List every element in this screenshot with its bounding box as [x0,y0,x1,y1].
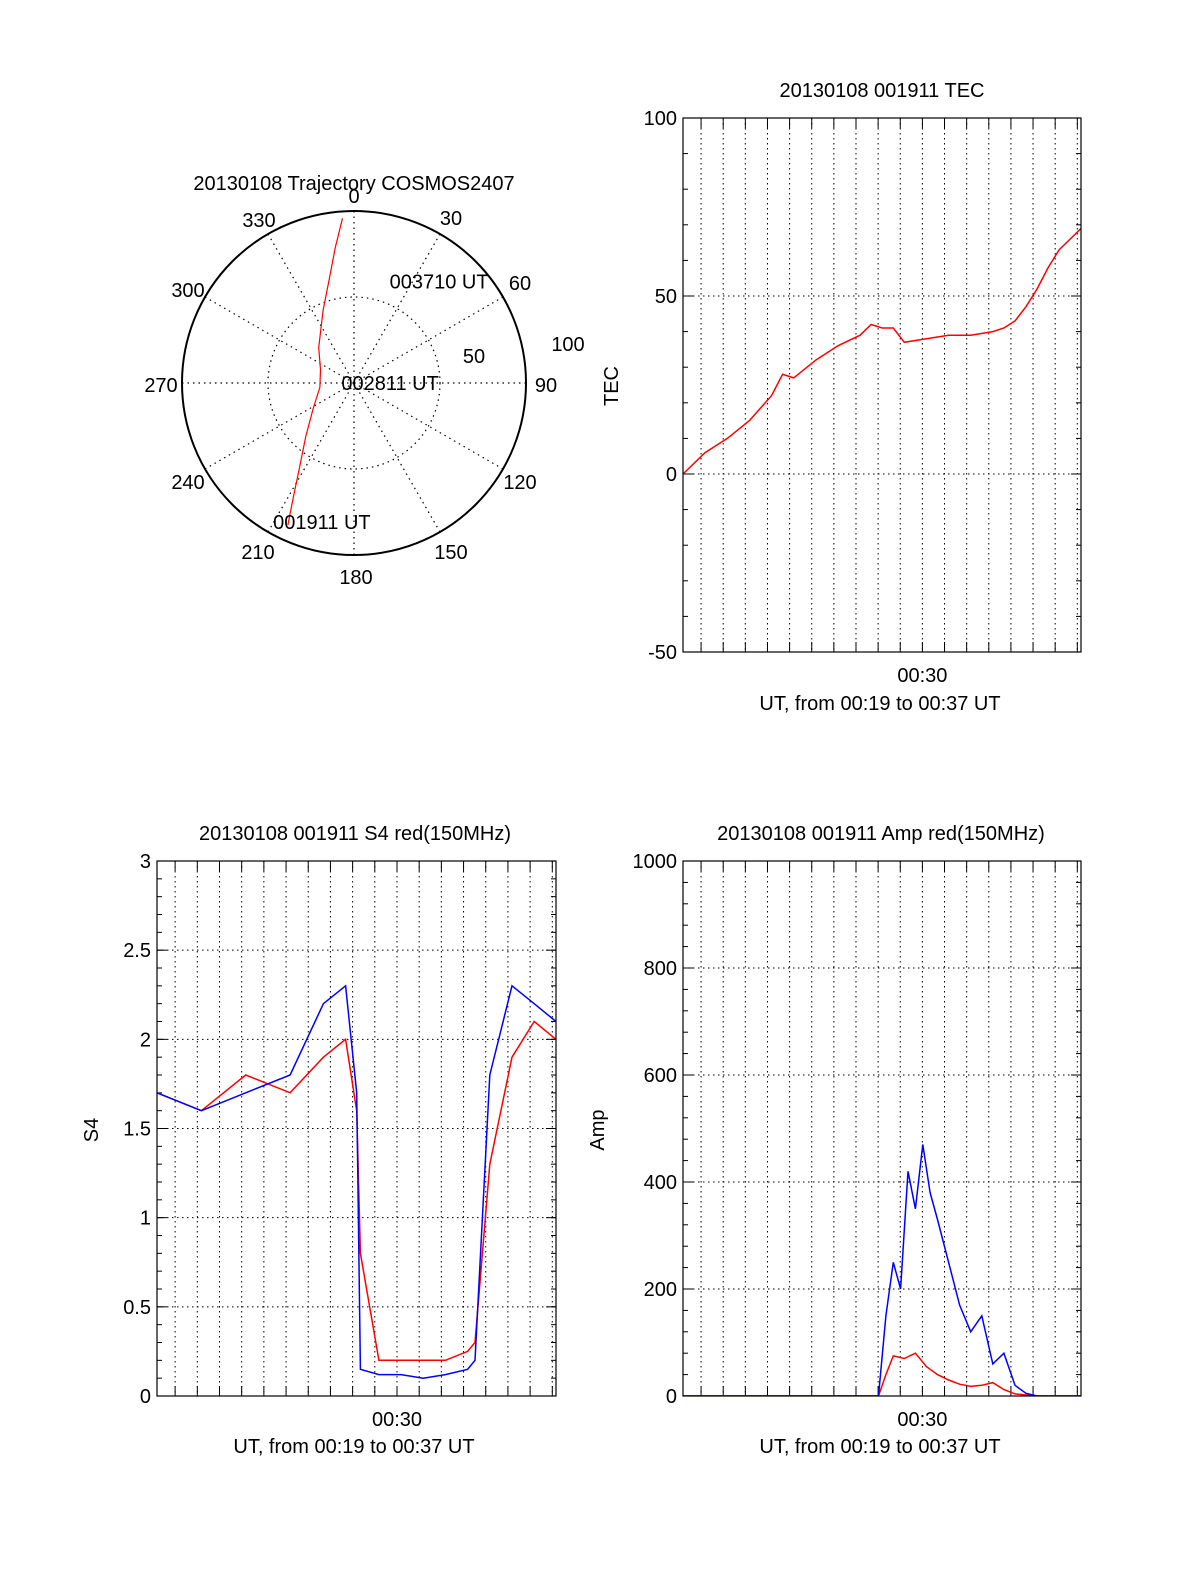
polar-azimuth-label: 270 [144,375,177,397]
plot-frame [682,860,1082,1397]
polar-time-annotation: 001911 UT [273,512,370,534]
polar-azimuth-label: 210 [241,542,274,564]
polar-time-annotation: 003710 UT [390,272,489,294]
polar-radial-label: 100 [551,334,584,356]
polar-trajectory-panel: 20130108 Trajectory COSMOS2407 0 30 60 90 12… [144,173,584,589]
polar-grid-circle [267,296,441,470]
polar-grid-spoke [353,382,504,470]
x-tick-label: 00:30 [372,1409,422,1431]
polar-azimuth-label: 150 [434,542,467,564]
series-group [683,227,1081,475]
s4-xlabel: UT, from 00:19 to 00:37 UT [233,1436,474,1458]
y-tick-label: 1 [140,1208,151,1230]
y-tick-label: 1.5 [123,1119,151,1141]
y-tick-label: 200 [644,1279,677,1301]
y-tick-label: 2.5 [123,940,151,962]
polar-grid-spoke [353,382,441,533]
s4-plot: 0 0.5 1 1.5 2 2.5 3 00:30 [123,851,557,1431]
y-tick-label: 100 [644,108,677,130]
tec-plot: -50 0 50 100 00:30 [644,108,1082,687]
s4-ylabel: S4 [81,1118,103,1142]
polar-azimuth-label: 300 [171,280,204,302]
y-tick-label: 50 [655,286,677,308]
x-tick-label: 00:30 [897,1409,947,1431]
polar-time-annotation: 002811 UT [341,373,438,395]
polar-grid-spoke [204,296,355,384]
polar-trajectory-line [287,218,344,526]
series-line [157,984,556,1379]
polar-azimuth-label: 90 [535,375,557,397]
polar-azimuth-label: 0 [348,186,359,208]
tec-panel: 20130108 001911 TEC UT, from 00:19 to 00… [601,80,1082,715]
amp-title: 20130108 001911 Amp red(150MHz) [717,823,1045,845]
amp-ylabel: Amp [587,1109,609,1150]
tec-xlabel: UT, from 00:19 to 00:37 UT [759,693,1000,715]
series-line [683,1144,1081,1396]
polar-azimuth-label: 120 [503,472,536,494]
series-line [157,1020,556,1362]
y-tick-label: 0.5 [123,1297,151,1319]
plot-frame [682,117,1082,653]
amp-xlabel: UT, from 00:19 to 00:37 UT [759,1436,1000,1458]
amp-panel: 20130108 001911 Amp red(150MHz) UT, from… [587,823,1082,1458]
series-line [683,227,1081,475]
polar-grid-spoke [353,296,504,384]
y-tick-label: 1000 [633,851,678,873]
x-tick-label: 00:30 [897,665,947,687]
series-group [157,984,556,1379]
polar-series [287,218,344,526]
polar-grid-spoke [204,382,355,470]
polar-azimuth-label: 60 [509,273,531,295]
tec-title: 20130108 001911 TEC [780,80,985,102]
y-tick-label: 0 [666,1386,677,1408]
polar-title: 20130108 Trajectory COSMOS2407 [193,173,514,195]
y-tick-label: 3 [140,851,151,873]
polar-azimuth-label: 30 [440,208,462,230]
y-tick-label: -50 [648,642,677,664]
polar-radial-label: 50 [463,346,485,368]
polar-azimuth-label: 180 [339,567,372,589]
plot-frame [156,860,557,1397]
series-group [683,1144,1081,1396]
s4-title: 20130108 001911 S4 red(150MHz) [199,823,511,845]
y-tick-label: 600 [644,1065,677,1087]
y-tick-label: 800 [644,958,677,980]
polar-grid [181,210,527,556]
y-tick-label: 400 [644,1172,677,1194]
amp-plot: 0 200 400 600 800 1000 00:30 [633,851,1082,1431]
s4-panel: 20130108 001911 S4 red(150MHz) UT, from … [81,823,557,1458]
y-tick-label: 0 [140,1386,151,1408]
polar-outer-circle [181,210,527,556]
polar-grid-spoke [267,382,355,533]
series-line [683,1352,1081,1396]
y-tick-label: 2 [140,1029,151,1051]
y-tick-label: 0 [666,464,677,486]
polar-grid-spoke [353,233,441,384]
polar-grid-spoke [267,233,355,384]
polar-azimuth-label: 240 [171,472,204,494]
polar-azimuth-label: 330 [242,210,275,232]
tec-ylabel: TEC [601,366,623,406]
polar-labels: 0 30 60 90 120 150 180 210 240 270 300 330 50 100 0037… [144,186,584,589]
